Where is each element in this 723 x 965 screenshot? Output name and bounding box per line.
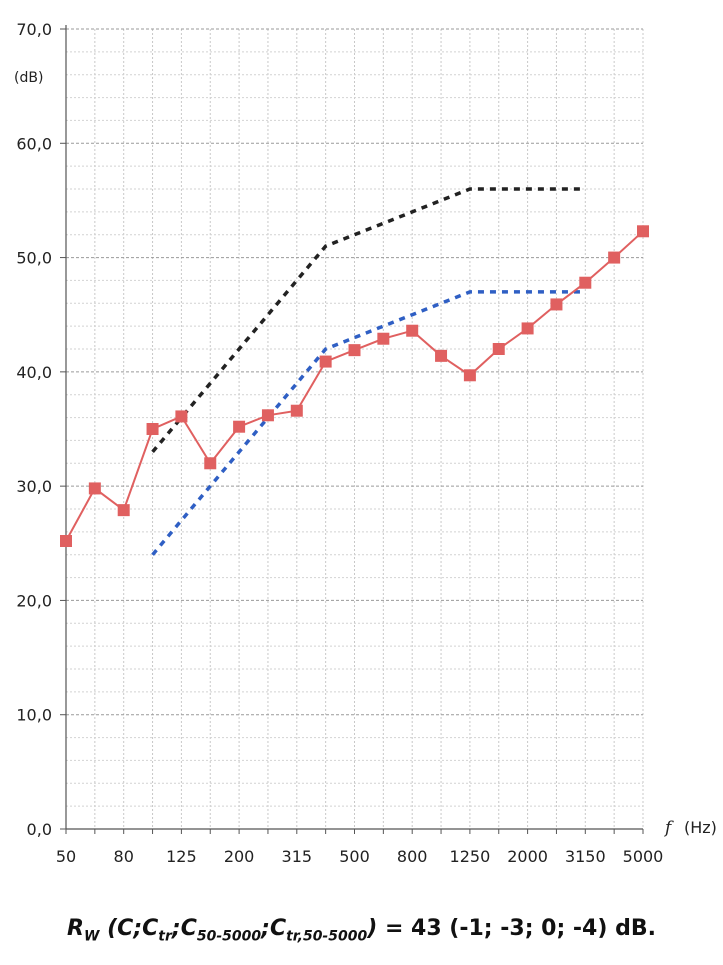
x-tick-label: 200 — [224, 847, 255, 866]
measured-point-marker — [319, 355, 332, 368]
y-tick-label: 0,0 — [27, 820, 52, 839]
measured-point-marker — [550, 298, 563, 311]
formula-close: ) — [367, 916, 378, 941]
y-axis-unit: (dB) — [14, 70, 43, 86]
formula-open: ( — [99, 916, 118, 941]
formula-c50: C — [180, 916, 197, 941]
measured-point-marker — [88, 482, 101, 495]
y-tick-label: 20,0 — [16, 591, 52, 610]
measured-point-marker — [637, 225, 649, 238]
rating-chart: 0,0 10,0 20,0 30,0 40,0 50,0 60,0 70,0 50 80 125 2… — [14, 20, 717, 866]
measured-point-marker — [463, 369, 476, 382]
formula-r-sub: W — [83, 928, 100, 945]
formula-ctr50-sub: tr,50-5000 — [286, 928, 368, 945]
formula-c: C — [117, 916, 134, 941]
grid — [66, 28, 644, 829]
y-tick-label: 10,0 — [16, 706, 52, 725]
measured-point-marker — [521, 322, 534, 335]
x-axis-symbol: f — [663, 818, 674, 838]
measured-point-marker — [492, 343, 505, 355]
weighted-index-formula: RW (C;Ctr;C50-5000;Ctr,50-5000) = 43 (-1… — [0, 916, 723, 944]
reference-curve-line — [151, 187, 586, 454]
measured-point-marker — [204, 457, 217, 470]
measured-point-marker — [290, 404, 303, 417]
measured-point-marker — [175, 410, 188, 423]
formula-result: = 43 (-1; -3; 0; -4) dB. — [377, 916, 656, 941]
x-tick-label: 125 — [166, 847, 197, 866]
formula-c50-sub: 50-5000 — [196, 928, 262, 945]
measured-point-marker — [233, 420, 246, 433]
axes — [60, 25, 644, 834]
measured-point-marker — [377, 332, 390, 345]
x-tick-label: 315 — [282, 847, 313, 866]
formula-ctr: C — [142, 916, 159, 941]
x-tick-label: 3150 — [565, 847, 606, 866]
y-tick-label: 30,0 — [16, 477, 52, 496]
formula-sep1: ; — [133, 916, 143, 941]
formula-ctr-sub: tr — [158, 928, 172, 945]
measured-point-marker — [261, 409, 274, 422]
y-tick-labels: 0,0 10,0 20,0 30,0 40,0 50,0 60,0 70,0 — [16, 20, 52, 839]
measured-point-marker — [117, 504, 130, 517]
y-tick-label: 50,0 — [16, 249, 52, 268]
formula-r: R — [67, 916, 84, 941]
y-tick-label: 40,0 — [16, 363, 52, 382]
x-tick-label: 50 — [56, 847, 76, 866]
formula-sep3: ; — [261, 916, 270, 941]
measured-point-marker — [348, 344, 361, 357]
x-tick-label: 800 — [397, 847, 428, 866]
y-tick-label: 70,0 — [16, 20, 52, 39]
x-tick-label: 500 — [339, 847, 370, 866]
measured-point-marker — [406, 324, 419, 337]
measured-point-marker — [60, 535, 72, 547]
measured-point-marker — [435, 349, 448, 362]
x-tick-label: 80 — [114, 847, 134, 866]
x-tick-label: 1250 — [450, 847, 491, 866]
x-axis-unit: (Hz) — [684, 818, 717, 837]
x-tick-labels: 50 80 125 200 315 500 800 1250 2000 3150 5000 — [56, 847, 664, 866]
formula-sep2: ; — [171, 916, 181, 941]
measured-point-marker — [608, 251, 621, 264]
x-tick-label: 5000 — [623, 847, 664, 866]
measured-point-marker — [146, 423, 159, 435]
x-tick-label: 2000 — [507, 847, 548, 866]
formula-ctr50: C — [269, 916, 287, 941]
y-tick-label: 60,0 — [16, 134, 52, 153]
measured-point-marker — [579, 276, 592, 289]
series-layer — [60, 187, 649, 556]
reference-curve-line — [151, 290, 586, 556]
